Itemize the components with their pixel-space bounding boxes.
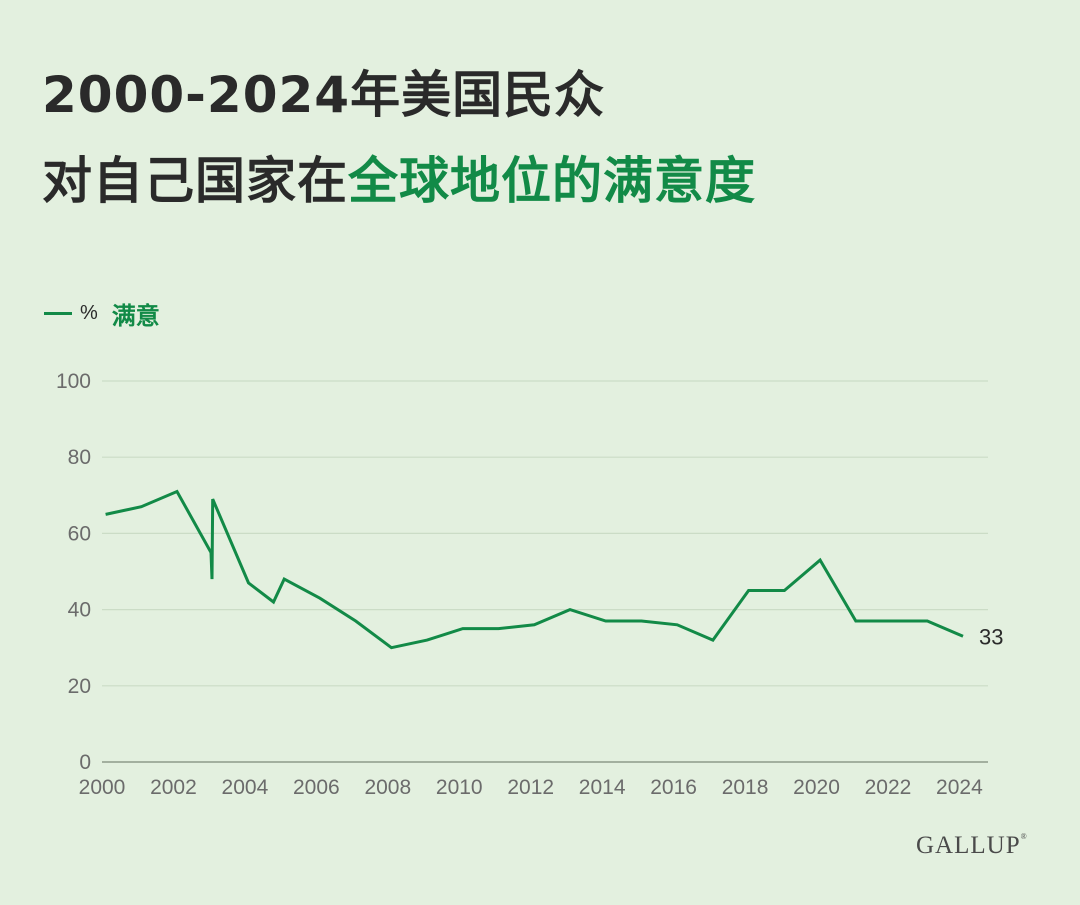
x-tick-label-2016: 2016 (650, 776, 697, 799)
x-tick-label-2014: 2014 (579, 776, 626, 799)
x-tick-label-2022: 2022 (865, 776, 912, 799)
x-tick-label-2020: 2020 (793, 776, 840, 799)
x-tick-label-2004: 2004 (222, 776, 269, 799)
y-tick-label-80: 80 (68, 446, 91, 469)
y-tick-label-100: 100 (56, 370, 91, 393)
y-tick-label-60: 60 (68, 522, 91, 545)
x-tick-label-2010: 2010 (436, 776, 483, 799)
x-tick-label-2024: 2024 (936, 776, 983, 799)
legend: % 满意 (44, 296, 160, 331)
title-line-2-highlight: 全球地位的满意度 (348, 152, 756, 210)
title-line-2: 对自己国家在全球地位的满意度 (42, 138, 756, 224)
x-tick-label-2000: 2000 (79, 776, 126, 799)
y-tick-label-20: 20 (68, 675, 91, 698)
x-tick-label-2006: 2006 (293, 776, 340, 799)
x-tick-label-2008: 2008 (364, 776, 411, 799)
end-value-label: 33 (979, 624, 1003, 649)
x-tick-label-2012: 2012 (507, 776, 554, 799)
title-line-1: 2000-2024年美国民众 (42, 66, 606, 124)
x-tick-label-2002: 2002 (150, 776, 197, 799)
legend-label: 满意 (111, 303, 160, 330)
x-tick-label-2018: 2018 (722, 776, 769, 799)
y-tick-label-0: 0 (79, 751, 91, 774)
legend-unit: % (80, 302, 98, 324)
series-line-satisfied (105, 489, 964, 650)
legend-swatch (44, 312, 72, 315)
gallup-logo: GALLUP® (916, 832, 1028, 859)
chart-title: 2000-2024年美国民众 对自己国家在全球地位的满意度 (42, 52, 756, 224)
brand-name: GALLUP (916, 832, 1021, 859)
y-tick-label-40: 40 (68, 599, 91, 622)
title-line-2-prefix: 对自己国家在 (42, 152, 348, 210)
